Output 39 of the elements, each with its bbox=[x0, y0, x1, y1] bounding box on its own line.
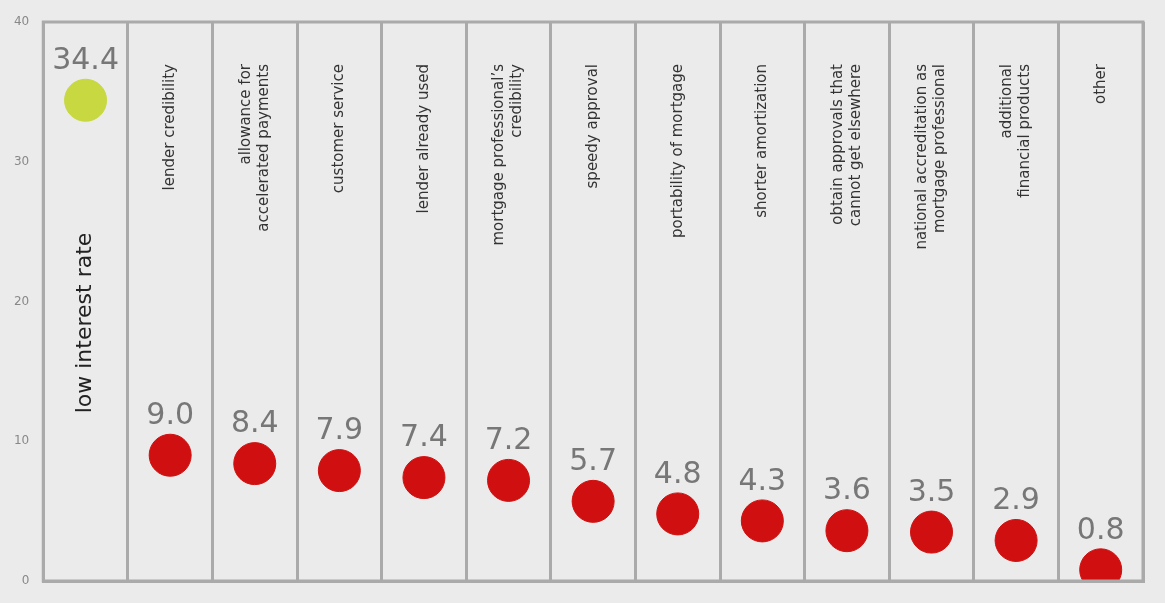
data-label: 4.3 bbox=[738, 461, 787, 497]
x-tick-label: customer service bbox=[329, 64, 348, 194]
point bbox=[148, 433, 192, 477]
data-label: 7.4 bbox=[400, 418, 448, 454]
data-label: 9.0 bbox=[146, 396, 195, 432]
x-tick-label: shorter amortization bbox=[752, 64, 771, 218]
y-tick-label: 20 bbox=[13, 293, 30, 308]
data-label: 0.8 bbox=[1076, 510, 1125, 546]
x-tick-label: low interest rate bbox=[71, 232, 97, 414]
data-label: 2.9 bbox=[992, 481, 1040, 517]
data-label: 34.4 bbox=[52, 41, 119, 77]
x-tick-label: lender already used bbox=[413, 64, 432, 214]
data-label: 3.5 bbox=[907, 472, 956, 508]
point bbox=[825, 509, 869, 553]
y-tick-label: 10 bbox=[13, 433, 30, 448]
x-tick-label: mortgage professional’s credibility bbox=[489, 63, 526, 246]
data-label: 5.7 bbox=[569, 442, 617, 478]
point bbox=[402, 456, 446, 500]
x-tick-label: lender credibility bbox=[160, 63, 179, 191]
y-tick-label: 30 bbox=[13, 153, 30, 168]
data-label: 4.8 bbox=[653, 454, 702, 490]
data-label: 7.9 bbox=[315, 411, 364, 447]
point bbox=[487, 458, 531, 502]
y-tick-label: 40 bbox=[13, 14, 30, 29]
y-tick-label: 0 bbox=[21, 573, 30, 588]
point bbox=[233, 442, 277, 486]
point bbox=[740, 499, 784, 543]
x-tick-label: portability of mortgage bbox=[667, 64, 686, 239]
point bbox=[64, 78, 108, 122]
data-label: 7.2 bbox=[484, 421, 533, 457]
data-label: 3.6 bbox=[823, 471, 871, 507]
point bbox=[910, 510, 954, 554]
point bbox=[317, 449, 361, 493]
point bbox=[571, 479, 615, 523]
data-label: 8.4 bbox=[230, 404, 279, 440]
point bbox=[994, 518, 1038, 562]
x-tick-label: speedy approval bbox=[583, 64, 602, 189]
point bbox=[656, 492, 700, 536]
x-tick-label: other bbox=[1090, 63, 1109, 104]
